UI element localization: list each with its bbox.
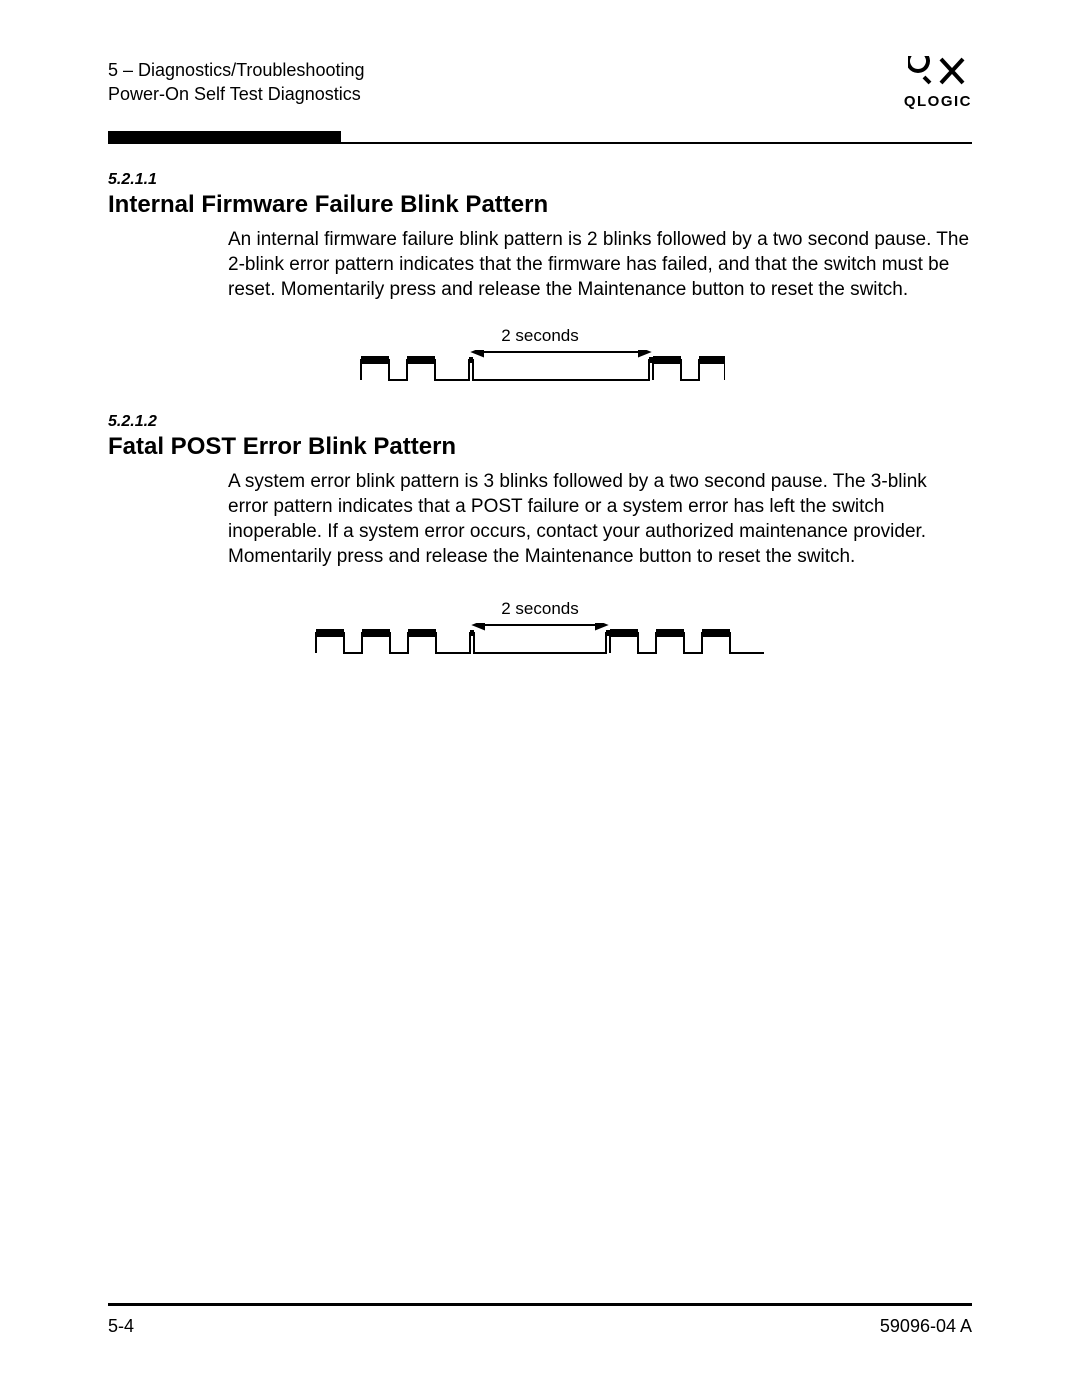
section-title-1: Internal Firmware Failure Blink Pattern <box>108 191 972 219</box>
header-rule <box>108 142 972 144</box>
pulse-diagram-2-icon <box>310 623 770 663</box>
header-line-2: Power-On Self Test Diagnostics <box>108 82 972 106</box>
footer-page-number: 5-4 <box>108 1316 134 1337</box>
header-black-bar <box>108 131 341 142</box>
page: 5 – Diagnostics/Troubleshooting Power-On… <box>0 0 1080 1397</box>
diagram-label-2: 2 seconds <box>310 599 770 619</box>
timing-diagram-1: 2 seconds <box>355 326 725 395</box>
section-body-2: A system error blink pattern is 3 blinks… <box>228 469 972 569</box>
page-footer: 5-4 59096-04 A <box>108 1303 972 1337</box>
pulse-diagram-1-icon <box>355 350 725 390</box>
footer-rule <box>108 1303 972 1306</box>
qlogic-mark-icon <box>908 56 968 86</box>
page-header: 5 – Diagnostics/Troubleshooting Power-On… <box>108 58 972 118</box>
section-number-1: 5.2.1.1 <box>108 171 972 189</box>
header-line-1: 5 – Diagnostics/Troubleshooting <box>108 58 972 82</box>
brand-logo: QLOGIC <box>904 56 972 110</box>
brand-name: QLOGIC <box>904 93 972 110</box>
diagram-label-1: 2 seconds <box>355 326 725 346</box>
section-number-2: 5.2.1.2 <box>108 413 972 431</box>
section-body-1: An internal firmware failure blink patte… <box>228 227 972 302</box>
footer-doc-id: 59096-04 A <box>880 1316 972 1337</box>
timing-diagram-2: 2 seconds <box>310 599 770 668</box>
section-title-2: Fatal POST Error Blink Pattern <box>108 433 972 461</box>
